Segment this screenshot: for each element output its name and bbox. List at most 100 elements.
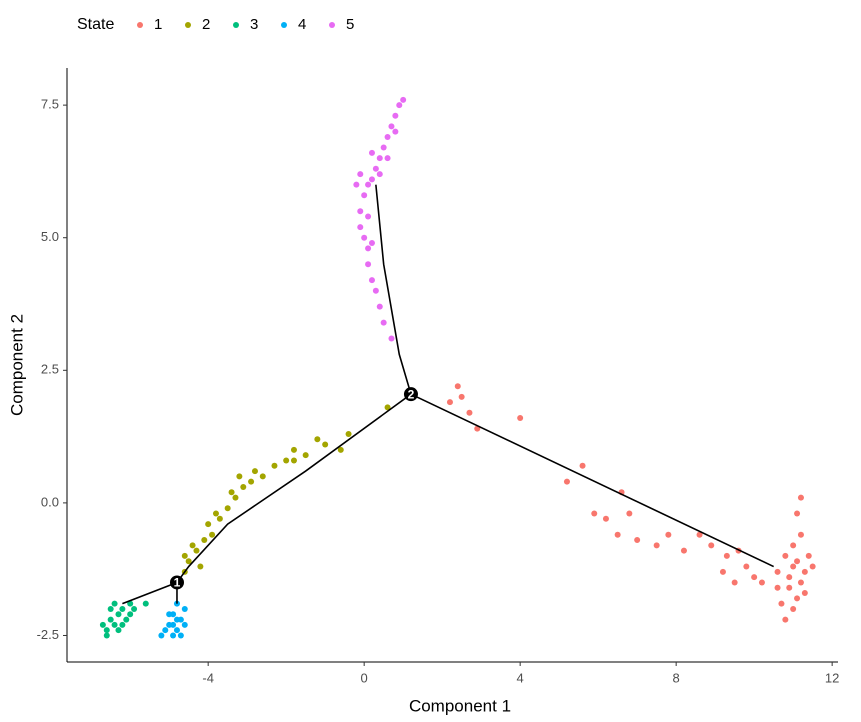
point: [396, 102, 403, 109]
trajectory-line: [122, 581, 178, 605]
point: [283, 457, 290, 464]
branch-node-label: 1: [174, 576, 181, 590]
point: [794, 510, 801, 517]
point: [111, 600, 118, 607]
legend-label: 4: [298, 16, 306, 33]
point: [653, 542, 660, 549]
point: [170, 621, 177, 628]
x-tick-label: 4: [517, 670, 524, 685]
point: [797, 531, 804, 538]
point: [170, 632, 177, 639]
point: [162, 627, 169, 634]
point: [782, 616, 789, 623]
x-tick-label: -4: [202, 670, 214, 685]
point: [801, 568, 808, 575]
point: [794, 558, 801, 565]
point: [384, 404, 391, 411]
point: [337, 446, 344, 453]
point: [372, 165, 379, 172]
point: [376, 171, 383, 178]
point: [181, 621, 188, 628]
point: [365, 181, 372, 188]
point: [290, 457, 297, 464]
point: [361, 192, 368, 199]
point: [127, 611, 134, 618]
point: [173, 627, 180, 634]
point: [790, 605, 797, 612]
x-tick-label: 0: [361, 670, 368, 685]
branch-node: [403, 387, 418, 402]
x-tick-label: 8: [673, 670, 680, 685]
point: [778, 600, 785, 607]
point: [805, 552, 812, 559]
point: [376, 155, 383, 162]
point: [158, 632, 165, 639]
y-tick-label: 2.5: [41, 362, 59, 377]
point: [232, 494, 239, 501]
point: [357, 208, 364, 215]
point: [365, 261, 372, 268]
x-axis-title: Component 1: [409, 696, 511, 715]
point: [240, 483, 247, 490]
point: [626, 510, 633, 517]
point: [131, 605, 138, 612]
point: [372, 287, 379, 294]
point: [809, 563, 816, 570]
point: [357, 171, 364, 178]
point: [797, 494, 804, 501]
y-tick-label: 7.5: [41, 97, 59, 112]
point: [458, 393, 465, 400]
point: [236, 473, 243, 480]
point: [392, 112, 399, 119]
point: [224, 505, 231, 512]
point: [115, 611, 122, 618]
point: [797, 579, 804, 586]
trajectory-line: [176, 393, 412, 583]
legend-marker: [185, 22, 191, 28]
point: [782, 552, 789, 559]
trajectory-line: [410, 393, 774, 568]
point: [127, 600, 134, 607]
legend-label: 3: [250, 16, 258, 33]
point: [111, 621, 118, 628]
point: [103, 627, 110, 634]
point: [119, 605, 126, 612]
y-tick-label: -2.5: [37, 627, 59, 642]
legend-label: 2: [202, 16, 210, 33]
point: [107, 616, 114, 623]
point: [751, 574, 758, 581]
point: [368, 149, 375, 156]
y-tick-label: 5.0: [41, 229, 59, 244]
point: [774, 584, 781, 591]
point: [790, 563, 797, 570]
point: [365, 245, 372, 252]
point: [384, 133, 391, 140]
point: [384, 155, 391, 162]
point: [123, 616, 130, 623]
point: [322, 441, 329, 448]
point: [177, 632, 184, 639]
point: [189, 542, 196, 549]
point: [634, 537, 641, 544]
legend-title: State: [77, 16, 114, 33]
point: [454, 383, 461, 390]
point: [290, 446, 297, 453]
point: [166, 611, 173, 618]
point: [209, 531, 216, 538]
point: [302, 452, 309, 459]
point: [376, 303, 383, 310]
point: [107, 605, 114, 612]
legend-marker: [329, 22, 335, 28]
point: [723, 552, 730, 559]
point: [400, 96, 407, 103]
point: [99, 621, 106, 628]
y-tick-label: 0.0: [41, 494, 59, 509]
point: [216, 515, 223, 522]
point: [774, 568, 781, 575]
point: [563, 478, 570, 485]
point: [185, 558, 192, 565]
point: [708, 542, 715, 549]
point: [271, 462, 278, 469]
point: [466, 409, 473, 416]
point: [181, 605, 188, 612]
